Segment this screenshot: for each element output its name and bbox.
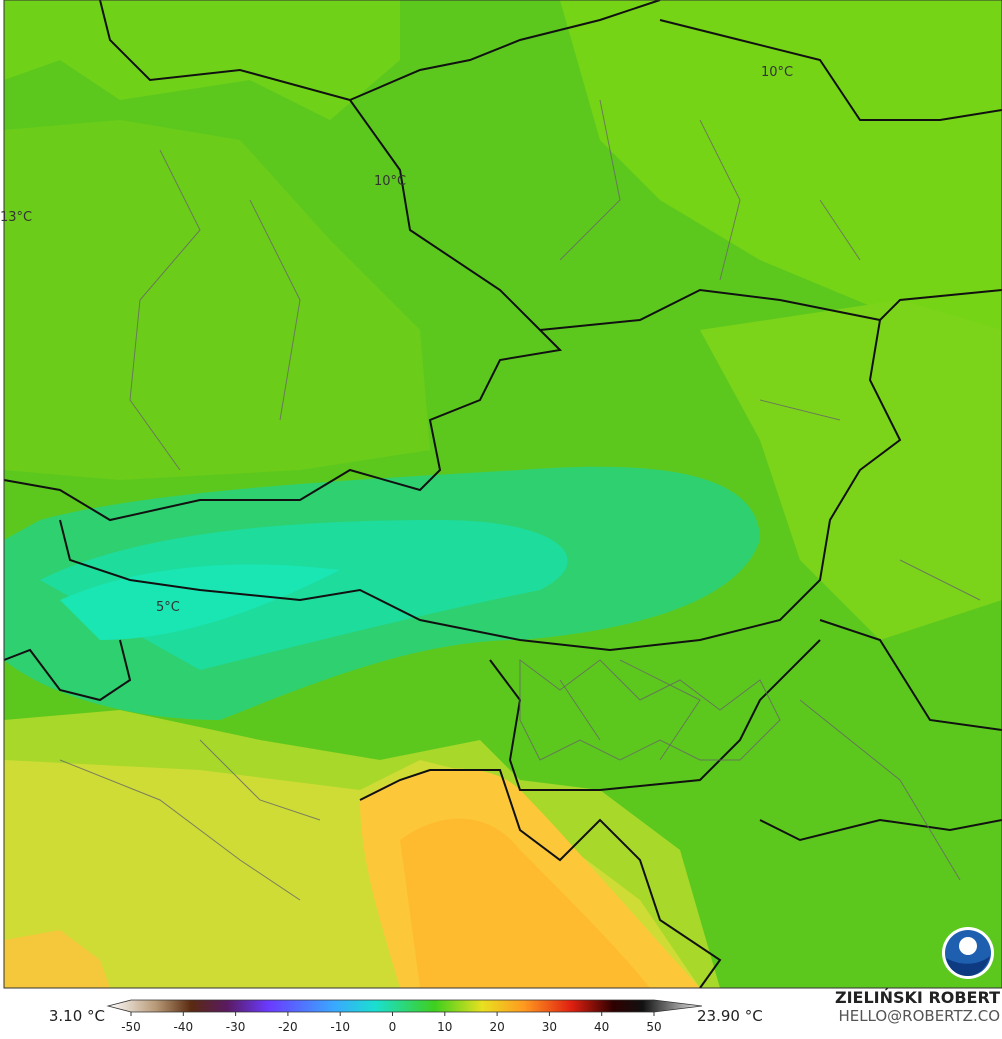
colorbar-tick-label: -10 xyxy=(330,1020,350,1034)
colorbar-tick-label: -20 xyxy=(278,1020,298,1034)
contour-label: 13°C xyxy=(0,210,32,225)
colorbar-tick-label: 40 xyxy=(594,1020,609,1034)
colorbar-tick-label: 30 xyxy=(542,1020,557,1034)
colorbar-tick-label: 50 xyxy=(646,1020,661,1034)
colorbar-tick-label: -40 xyxy=(173,1020,193,1034)
contour-label: 10°C xyxy=(374,174,406,189)
map-frame xyxy=(3,0,1002,989)
map: 10°C 10°C 13°C 5°C xyxy=(0,0,1002,989)
colorbar-tick-label: 0 xyxy=(389,1020,397,1034)
contour-label: 10°C xyxy=(761,65,793,80)
colorbar-tick-label: 20 xyxy=(489,1020,504,1034)
colorbar xyxy=(106,999,703,1013)
min-value: 3.10 °C xyxy=(49,1007,105,1025)
colorbar-tick-label: -30 xyxy=(226,1020,246,1034)
max-value: 23.90 °C xyxy=(697,1007,763,1025)
credit-email: HELLO@ROBERTZ.CO xyxy=(838,1007,1000,1025)
colorbar-tick-label: 10 xyxy=(437,1020,452,1034)
colorbar-tick-label: -50 xyxy=(121,1020,141,1034)
contour-label: 5°C xyxy=(156,600,180,615)
noaa-logo xyxy=(942,927,994,979)
credit-name: ZIELIŃSKI ROBERT xyxy=(835,988,1000,1007)
